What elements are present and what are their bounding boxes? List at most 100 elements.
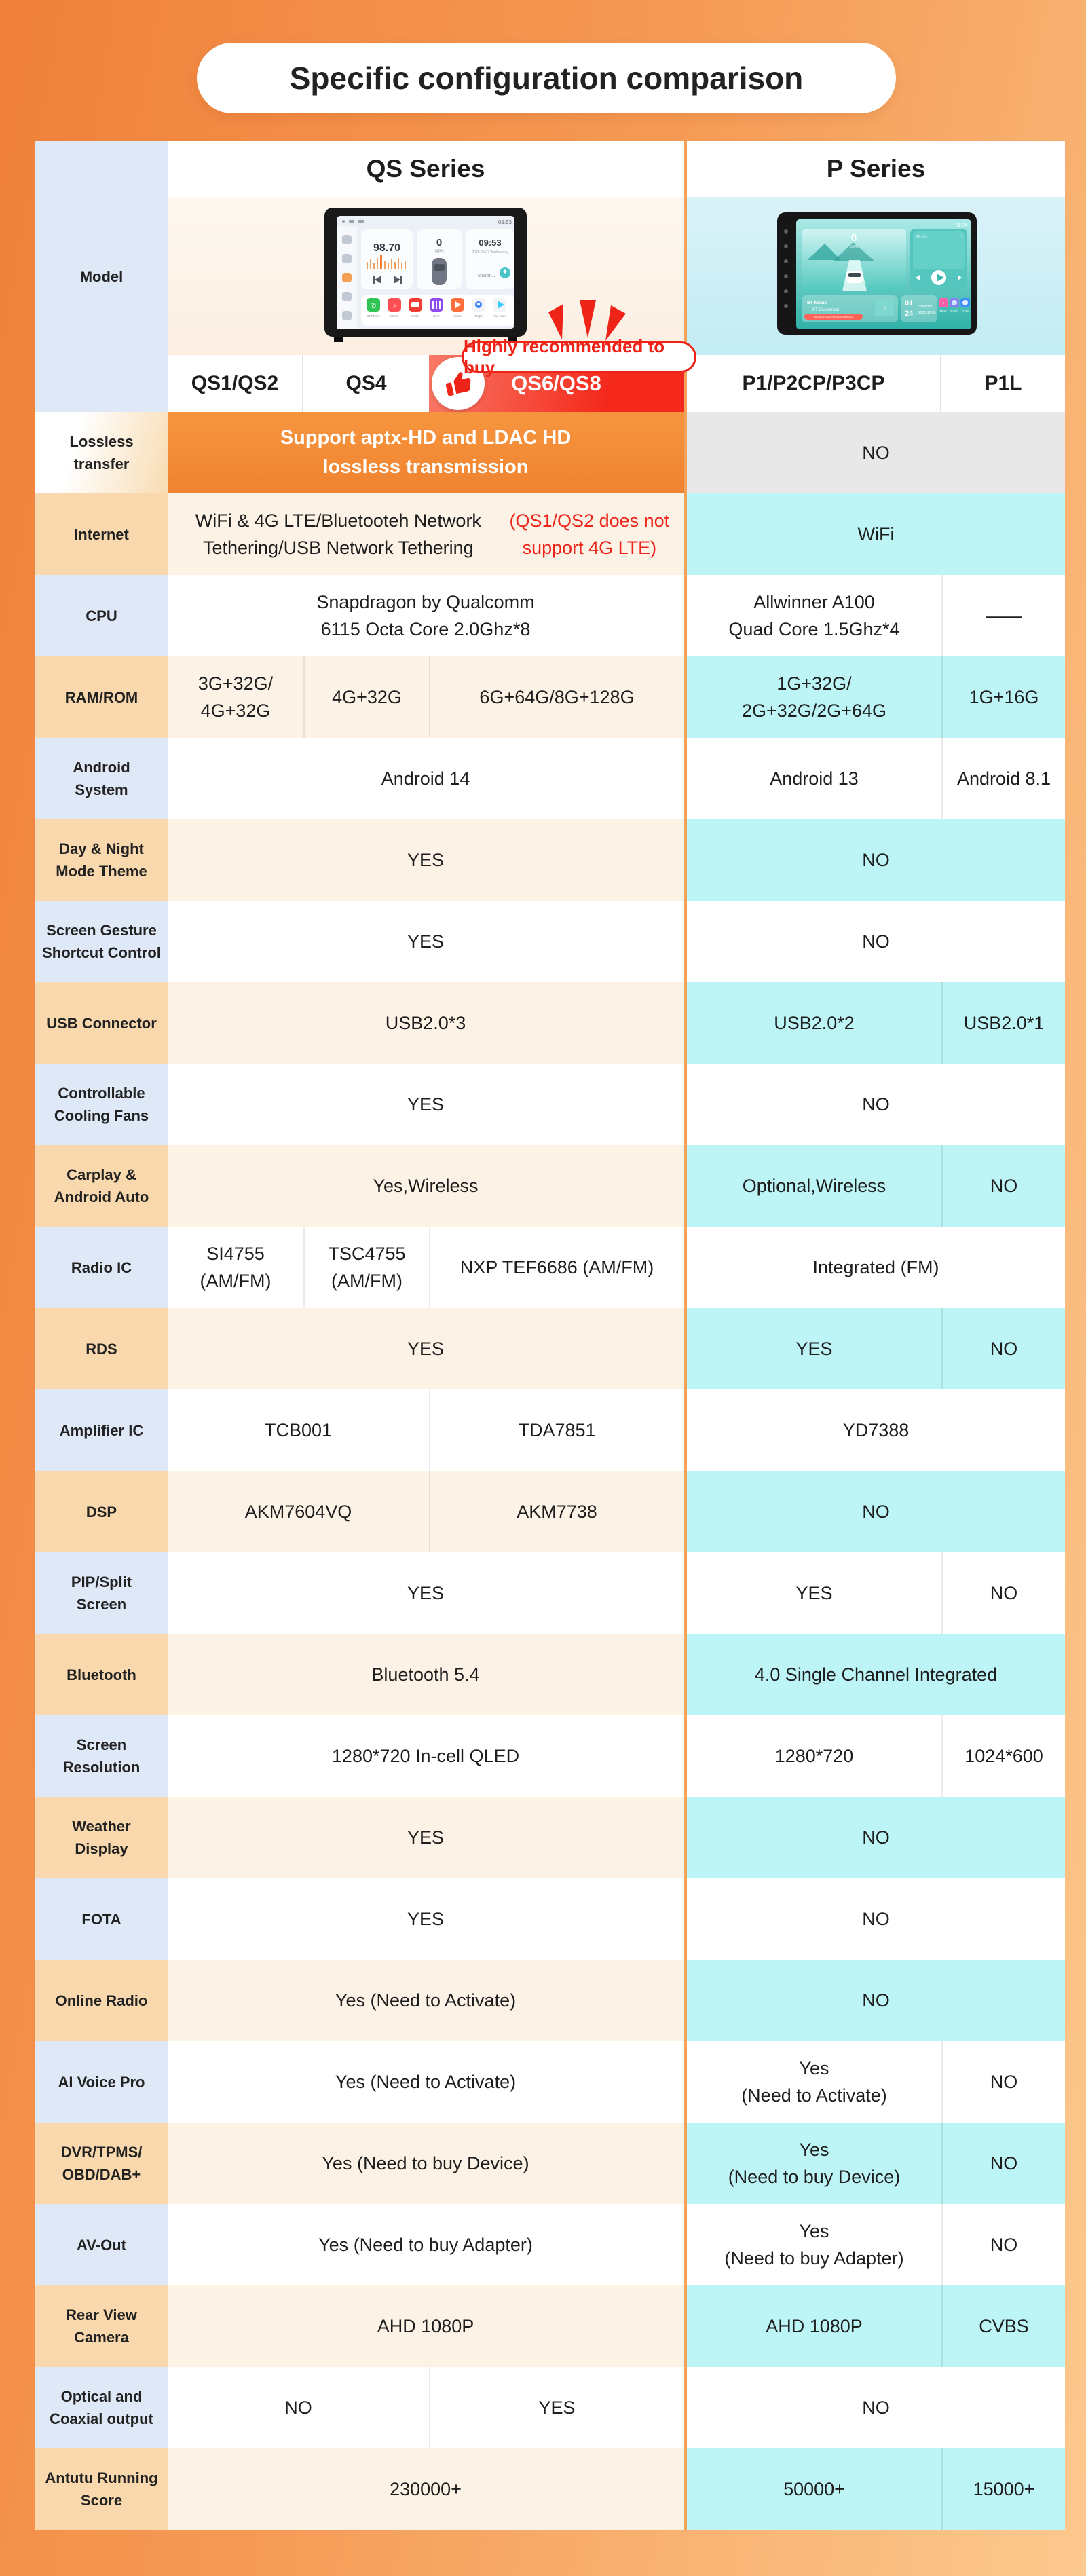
qs-value-text: Yes (Need to Activate) [335, 2071, 517, 2092]
qs-weather-city: Shenzh... [478, 274, 495, 278]
qs-value-text: YES [407, 1827, 445, 1848]
p-value-ai-voice-pro-2: NO [941, 2041, 1065, 2123]
row-label-model: Model [35, 141, 168, 412]
row-label-internet: Internet [35, 493, 168, 575]
p-value-text: NO [990, 1175, 1018, 1196]
qs-device-cell: 09:53 98.70 0 MPH 09:53 2025-05-07 Wedne… [168, 197, 684, 355]
p-value-amplifier-ic: YD7388 [687, 1389, 1065, 1471]
qs-value-text: 1280*720 In-cell QLED [331, 1745, 520, 1766]
p-value-text: NO [862, 931, 890, 952]
p-value-text: Integrated (FM) [812, 1256, 939, 1277]
qs-value-antutu-running-score: 230000+ [168, 2448, 684, 2530]
qs-value-amplifier-ic-2: TDA7851 [429, 1389, 684, 1471]
p-value-radio-ic: Integrated (FM) [687, 1227, 1065, 1308]
qs-value-text: Yes (Need to Activate) [335, 1990, 517, 2011]
model-name-p1l: P1L [941, 355, 1065, 412]
qs-value-text: TCB001 [264, 1419, 333, 1440]
svg-text:♪: ♪ [882, 305, 886, 312]
row-label-controllable-cooling-fans: Controllable Cooling Fans [35, 1064, 168, 1145]
p-bt-status: BT Disconnect [812, 308, 839, 312]
p-value-dsp: NO [687, 1471, 1065, 1552]
p-value-pip-split-screen-2: NO [941, 1552, 1065, 1634]
p-value-text: 4.0 Single Channel Integrated [754, 1664, 998, 1685]
p-value-dvr-tpms-obd-dab-2: NO [941, 2123, 1065, 2204]
p-value-text: 1G+16G [969, 686, 1039, 707]
qs-value-text: NXP TEF6686 (AM/FM) [460, 1256, 654, 1277]
p-value-text: CVBS [979, 2315, 1029, 2336]
svg-text:Music: Music [390, 314, 399, 318]
qs-value-text: NO [284, 2397, 312, 2418]
qs-value-radio-ic-1: SI4755 (AM/FM) [168, 1227, 303, 1308]
qs-date: 2025-05-07 Wednesday [472, 250, 508, 255]
p-value-android-system-2: Android 8.1 [941, 738, 1065, 819]
qs-value-text: Android 14 [381, 768, 470, 789]
svg-text:Play Store: Play Store [493, 314, 507, 318]
series-separator [684, 141, 687, 2530]
p-value-text: USB2.0*2 [774, 1012, 855, 1033]
qs-value-text: AKM7738 [517, 1501, 597, 1522]
qs-value-ram-rom-3: 6G+64G/8G+128G [429, 656, 684, 738]
p-value-usb-connector-2: USB2.0*1 [941, 982, 1065, 1064]
p-value-text: NO [990, 2071, 1018, 2092]
p-value-text: NO [990, 2152, 1018, 2173]
p-value-text: Yes (Need to buy Device) [728, 2139, 901, 2188]
svg-text:ZLINK: ZLINK [961, 310, 969, 313]
qs-rail-apps-icon [342, 272, 352, 282]
page-title: Specific configuration comparison [197, 43, 896, 113]
qs-clock: 09:53 [479, 238, 501, 248]
qs-value-online-radio: Yes (Need to Activate) [168, 1960, 684, 2041]
p-value-av-out-2: NO [941, 2204, 1065, 2285]
qs-value-ram-rom-2: 4G+32G [303, 656, 429, 738]
row-label-optical-and-coaxial-output: Optical and Coaxial output [35, 2367, 168, 2448]
p-value-ram-rom-1: 1G+32G/ 2G+32G/2G+64G [687, 656, 941, 738]
p-value-text: Optional,Wireless [742, 1175, 886, 1196]
p-value-text: WiFi [857, 523, 895, 544]
p-value-usb-connector-1: USB2.0*2 [687, 982, 941, 1064]
p-value-internet: WiFi [687, 493, 1065, 575]
p-value-text: 1024*600 [965, 1745, 1043, 1766]
qs-value-optical-and-coaxial-output-2: YES [429, 2367, 684, 2448]
p-value-screen-resolution-1: 1280*720 [687, 1715, 941, 1797]
p-date-panel [900, 295, 937, 322]
qs-value-text: WiFi & 4G LTE/Bluetooteh Network Tetheri… [195, 510, 481, 559]
svg-text:Radio: Radio [950, 310, 958, 313]
qs-value-rds: YES [168, 1308, 684, 1389]
p-value-day-night-mode-theme: NO [687, 819, 1065, 901]
p-heart-icon: ♡ [958, 234, 962, 240]
model-name-p1-p2cp-p3cp: P1/P2CP/P3CP [687, 355, 941, 412]
p-value-text: NO [862, 1501, 890, 1522]
p-value-text: Allwinner A100 Quad Core 1.5Ghz*4 [728, 591, 900, 640]
p-value-lossless-transfer: NO [687, 412, 1065, 493]
qs-value-text: AHD 1080P [377, 2315, 474, 2336]
qs-value-usb-connector: USB2.0*3 [168, 982, 684, 1064]
qs-rail-bt-icon [342, 253, 352, 263]
qs-value-day-night-mode-theme: YES [168, 819, 684, 901]
p-value-pip-split-screen-1: YES [687, 1552, 941, 1634]
svg-text:♪: ♪ [942, 301, 945, 306]
p-value-online-radio: NO [687, 1960, 1065, 2041]
recommend-sparks-icon [548, 300, 626, 341]
qs-value-android-system: Android 14 [168, 738, 684, 819]
qs-value-ai-voice-pro: Yes (Need to Activate) [168, 2041, 684, 2123]
p-value-weather-display: NO [687, 1797, 1065, 1878]
qs-value-text: Yes (Need to buy Device) [322, 2152, 529, 2173]
qs-red-note: (QS1/QS2 does not support 4G LTE) [509, 510, 670, 559]
model-name-qs1-qs2: QS1/QS2 [168, 355, 303, 412]
qs-value-internet: WiFi & 4G LTE/Bluetooteh Network Tetheri… [168, 493, 684, 575]
qs-value-text: Support aptx-HD and LDAC HD lossless tra… [280, 426, 572, 479]
p-value-text: NO [862, 1908, 890, 1929]
p-device-image: 01:04 0 km/h Music ♡ BT Music BT Disconn… [776, 212, 977, 335]
qs-app-icon-music [388, 297, 401, 312]
p-value-text: USB2.0*1 [963, 1012, 1045, 1033]
row-label-screen-gesture-shortcut-control: Screen Gesture Shortcut Control [35, 901, 168, 982]
p-value-rds-1: YES [687, 1308, 941, 1389]
p-value-text: NO [862, 1827, 890, 1848]
qs-value-cpu: Snapdragon by Qualcomm 6115 Octa Core 2.… [168, 575, 684, 656]
qs-value-text: 3G+32G/ 4G+32G [198, 673, 274, 722]
qs-value-dsp-1: AKM7604VQ [168, 1471, 429, 1552]
p-value-carplay-android-auto-1: Optional,Wireless [687, 1145, 941, 1227]
p-value-optical-and-coaxial-output: NO [687, 2367, 1065, 2448]
p-status-time: 01:04 [955, 223, 967, 228]
p-value-text: YD7388 [842, 1419, 910, 1440]
p-bt-title: BT Music [807, 301, 827, 305]
